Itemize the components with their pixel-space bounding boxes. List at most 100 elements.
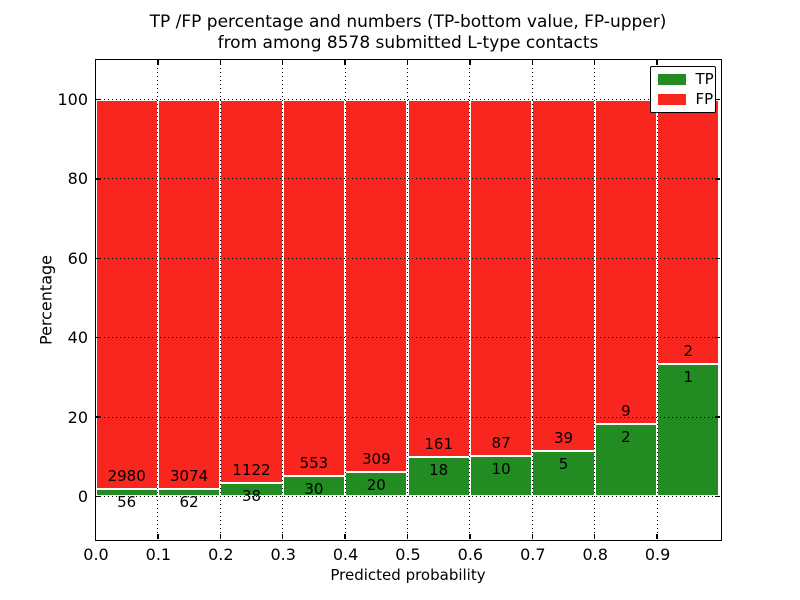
- x-tick-label-9: 0.9: [644, 545, 671, 564]
- bar-label-tp-4: 20: [366, 476, 386, 495]
- grid-layer: [95, 59, 720, 539]
- bar-label-tp-9: 1: [683, 368, 694, 387]
- bar-fp-2: [220, 99, 283, 484]
- tick-y-right-80: [714, 178, 720, 180]
- bar-fp-5: [407, 99, 470, 457]
- tick-x-top-9: [656, 59, 658, 65]
- x-axis-label: Predicted probability: [330, 566, 486, 584]
- legend-label-fp: FP: [695, 89, 714, 108]
- tick-x-top-8: [593, 59, 596, 65]
- gridline-v-2: [219, 59, 221, 539]
- y-tick-label-20: 20: [67, 407, 88, 427]
- tick-x-bottom-1: [157, 533, 159, 539]
- y-tick-label-60: 60: [67, 248, 88, 268]
- y-tick-label-100: 100: [57, 90, 88, 109]
- x-tick-label-1: 0.1: [145, 545, 172, 564]
- tick-y-right-40: [714, 336, 720, 339]
- gridline-h-40: [95, 337, 720, 339]
- x-tick-label-3: 0.3: [270, 545, 296, 564]
- tick-y-right-20: [714, 416, 720, 418]
- bar-fp-0: [95, 99, 158, 490]
- x-tick-label-0: 0.0: [83, 545, 109, 564]
- gridline-h-100: [95, 99, 720, 100]
- tick-y-right-60: [714, 257, 720, 260]
- y-tick-label-80: 80: [67, 169, 88, 189]
- legend-label-tp: TP: [695, 69, 714, 88]
- y-axis-label: Percentage: [36, 254, 56, 346]
- gridline-v-7: [531, 59, 533, 539]
- tick-x-bottom-2: [219, 533, 222, 539]
- plot-area: 2980 56 3074 62 1122 38 553 30 309 20 161 18 87 10 39 5…: [94, 58, 722, 541]
- bar-labels-layer: 2980 56 3074 62 1122 38 553 30 309 20 161 18 87 10 39 5…: [96, 60, 720, 539]
- tick-x-top-4: [344, 59, 346, 65]
- gridline-h-20: [95, 416, 720, 418]
- bar-tp-2: [220, 483, 283, 497]
- y-tick-label-0: 0: [77, 487, 88, 506]
- gridline-h-0: [95, 496, 720, 497]
- bar-fp-3: [282, 99, 346, 477]
- bar-label-tp-0: 56: [117, 493, 137, 512]
- tick-y-right-0: [714, 495, 720, 498]
- x-tick-label-2: 0.2: [208, 545, 234, 564]
- fp-legend-swatch-icon: [657, 93, 686, 105]
- gridline-v-3: [282, 59, 284, 539]
- gridline-h-80: [95, 178, 720, 180]
- bar-tp-5: [407, 456, 470, 497]
- bar-label-tp-8: 2: [621, 428, 631, 447]
- bar-tp-4: [345, 472, 408, 497]
- tick-x-bottom-4: [344, 533, 346, 539]
- chart-title-line1: TP /FP percentage and numbers (TP-bottom…: [149, 12, 667, 32]
- bar-label-fp-4: 309: [361, 450, 391, 469]
- bar-label-fp-0: 2980: [107, 467, 146, 486]
- gridline-v-1: [157, 59, 159, 539]
- gridline-v-5: [407, 59, 408, 539]
- x-tick-label-4: 0.4: [332, 545, 359, 564]
- x-tick-label-7: 0.7: [520, 545, 546, 564]
- legend-row-fp: FP: [657, 90, 713, 108]
- bar-tp-1: [157, 488, 221, 497]
- tp-legend-swatch-icon: [657, 73, 686, 85]
- bar-label-fp-7: 39: [553, 429, 574, 448]
- tick-y-left-100: [95, 98, 101, 101]
- gridline-h-60: [95, 257, 720, 259]
- x-tick-label-8: 0.8: [582, 545, 608, 564]
- legend: TP FP: [649, 65, 716, 113]
- bar-label-fp-5: 161: [424, 434, 454, 453]
- chart-title-line2: from among 8578 submitted L-type contact…: [217, 33, 599, 53]
- tick-y-left-60: [95, 257, 101, 260]
- bar-label-fp-9: 2: [683, 342, 694, 361]
- bar-tp-0: [95, 489, 158, 497]
- gridline-v-9: [656, 59, 658, 539]
- bar-fp-7: [532, 99, 595, 452]
- bars-layer: [95, 60, 720, 539]
- bar-label-fp-3: 553: [299, 454, 329, 473]
- tick-y-left-0: [95, 495, 101, 498]
- tick-x-top-2: [219, 59, 222, 65]
- tick-x-bottom-9: [656, 533, 658, 539]
- bar-tp-6: [469, 455, 533, 497]
- tick-x-bottom-5: [406, 533, 409, 539]
- bar-fp-8: [594, 99, 658, 425]
- tick-y-left-40: [95, 336, 101, 339]
- tick-y-left-80: [95, 178, 101, 180]
- bar-label-fp-8: 9: [621, 402, 631, 421]
- chart-title: TP /FP percentage and numbers (TP-bottom…: [96, 12, 720, 54]
- gridline-v-6: [469, 59, 471, 539]
- bar-tp-8: [594, 424, 658, 497]
- bar-label-tp-2: 38: [241, 487, 262, 506]
- bar-label-tp-1: 62: [179, 492, 199, 511]
- x-tick-label-6: 0.6: [457, 545, 484, 564]
- tick-x-bottom-7: [531, 533, 534, 539]
- tick-x-top-6: [469, 59, 471, 65]
- gridline-v-8: [594, 59, 596, 539]
- bar-fp-9: [657, 99, 720, 365]
- bar-label-tp-3: 30: [304, 480, 324, 499]
- tick-x-top-3: [281, 59, 284, 65]
- bar-label-tp-7: 5: [558, 455, 569, 474]
- tick-x-top-1: [157, 59, 159, 65]
- bar-fp-6: [469, 99, 533, 456]
- tick-x-bottom-3: [281, 533, 284, 539]
- bar-label-fp-2: 1122: [232, 461, 271, 480]
- tick-x-bottom-8: [593, 533, 596, 539]
